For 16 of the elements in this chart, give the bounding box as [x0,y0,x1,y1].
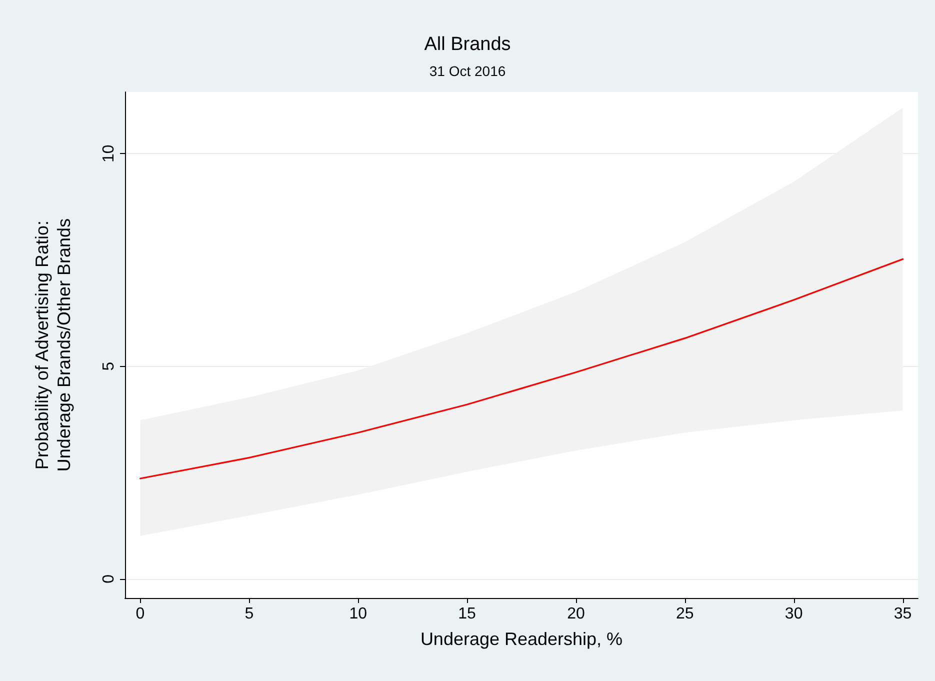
chart-title: All Brands [424,34,511,55]
x-tick-label: 20 [567,606,585,622]
y-axis-title: Probability of Advertising Ratio: Underage Brands/Other Brands [32,218,74,472]
x-tick-label: 35 [894,606,912,622]
x-tick-label: 0 [136,606,145,622]
x-axis-title: Underage Readership, % [420,629,623,649]
y-tick-label: 5 [100,362,118,371]
x-tick-label: 25 [676,606,694,622]
y-tick-label: 10 [100,144,118,163]
x-tick-label: 30 [784,606,803,622]
chart-subtitle: 31 Oct 2016 [429,63,506,79]
y-tick-label: 0 [100,574,118,584]
x-tick-label: 15 [458,606,476,622]
x-tick-label: 10 [349,606,368,622]
line-series [139,258,904,480]
x-tick-label: 5 [244,606,254,622]
